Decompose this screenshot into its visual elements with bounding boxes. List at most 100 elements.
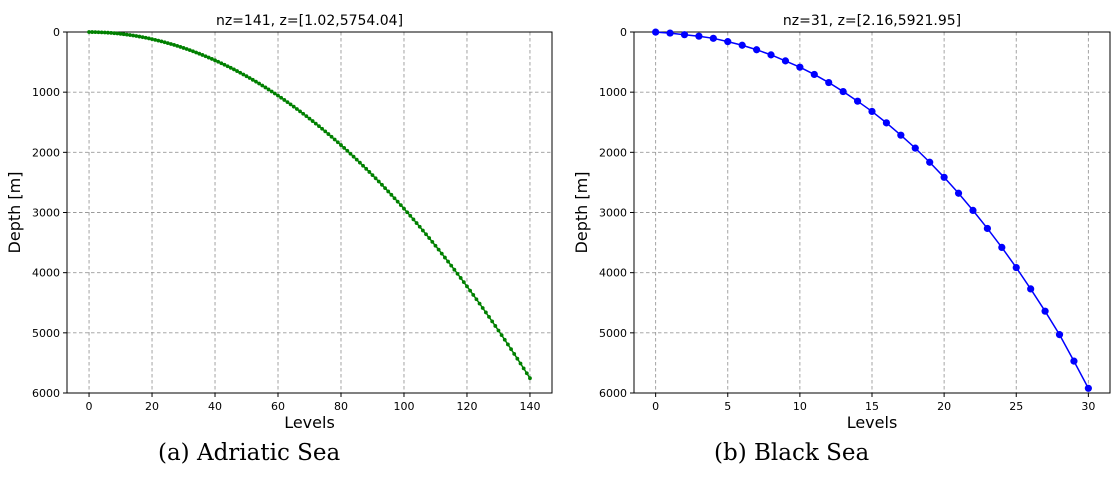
data-point xyxy=(882,119,891,127)
data-point xyxy=(417,224,422,229)
data-point xyxy=(695,32,703,40)
data-point xyxy=(326,132,331,136)
data-point xyxy=(380,182,384,187)
data-point xyxy=(115,31,120,36)
data-point xyxy=(345,148,350,153)
data-point xyxy=(254,79,258,84)
data-point xyxy=(781,57,790,65)
data-point xyxy=(323,129,328,134)
data-point xyxy=(364,166,369,171)
data-point xyxy=(175,44,180,48)
data-point xyxy=(106,30,110,35)
data-point xyxy=(490,319,495,324)
data-point xyxy=(282,98,287,102)
data-point xyxy=(90,30,95,34)
data-point xyxy=(1027,285,1035,293)
data-point xyxy=(128,33,132,37)
data-point xyxy=(238,70,243,75)
data-point xyxy=(518,361,523,366)
data-point xyxy=(753,46,761,54)
data-point xyxy=(392,196,397,201)
data-point xyxy=(225,64,230,69)
data-point xyxy=(666,29,674,37)
data-point xyxy=(395,199,400,204)
data-point xyxy=(471,293,476,297)
data-point xyxy=(446,259,450,264)
data-point xyxy=(213,58,217,63)
data-point xyxy=(521,366,526,371)
data-point xyxy=(187,48,192,53)
data-point xyxy=(146,36,151,41)
data-point xyxy=(433,243,438,248)
data-point xyxy=(361,163,365,168)
data-point xyxy=(150,37,154,42)
data-point xyxy=(335,140,340,145)
chart-title: nz=141, z=[1.02,5754.04] xyxy=(216,13,403,29)
y-tick-label: 0 xyxy=(53,26,60,39)
data-point xyxy=(468,288,473,293)
caption-black-sea: (b) Black Sea xyxy=(714,440,870,466)
data-point xyxy=(295,107,299,111)
data-point xyxy=(266,87,271,92)
data-point xyxy=(515,356,520,361)
data-point xyxy=(291,104,296,109)
data-point xyxy=(1084,384,1092,392)
data-point xyxy=(222,62,227,67)
x-tick-label: 20 xyxy=(937,400,951,413)
data-point xyxy=(209,57,214,61)
data-point xyxy=(480,306,485,310)
x-tick-label: 20 xyxy=(145,400,159,413)
data-point xyxy=(276,93,280,98)
x-axis-label: Levels xyxy=(847,413,898,430)
data-point xyxy=(389,192,394,197)
data-point xyxy=(680,31,689,39)
data-point xyxy=(232,67,236,72)
data-point xyxy=(348,151,353,156)
data-point xyxy=(250,77,255,82)
data-point xyxy=(197,51,202,56)
data-point xyxy=(169,42,173,46)
data-point xyxy=(839,87,847,96)
data-point xyxy=(506,342,510,347)
data-point xyxy=(461,280,466,285)
data-point xyxy=(354,157,359,162)
data-point xyxy=(411,217,416,222)
data-point xyxy=(383,186,387,191)
data-point xyxy=(452,267,457,272)
data-point xyxy=(477,301,482,306)
data-point xyxy=(420,228,425,233)
data-point xyxy=(219,61,224,66)
y-tick-label: 4000 xyxy=(599,267,627,280)
data-point xyxy=(304,114,309,119)
data-point xyxy=(329,134,334,139)
x-tick-label: 15 xyxy=(865,400,879,413)
chart-title: nz=31, z=[2.16,5921.95] xyxy=(783,13,961,29)
y-tick-label: 0 xyxy=(620,26,627,39)
y-tick-label: 6000 xyxy=(599,387,627,400)
data-point xyxy=(465,284,469,289)
data-point xyxy=(156,38,161,43)
data-point xyxy=(342,146,347,150)
data-point xyxy=(118,31,123,36)
y-axis-label: Depth [m] xyxy=(5,172,24,254)
data-point xyxy=(373,176,378,181)
data-point xyxy=(143,35,148,40)
data-point xyxy=(93,30,98,35)
data-point xyxy=(796,63,804,71)
data-point xyxy=(109,31,113,35)
data-point xyxy=(825,78,833,87)
chart-adriatic: 0 20 40 60 80 100 120 140 0 1000 2000 3000 4000 5000 6… xyxy=(5,13,553,430)
data-point xyxy=(112,31,117,36)
chart-black-sea: 0 5 10 15 20 25 30 0 1000 2000 3000 4000 5000 6000 nz=… xyxy=(572,13,1111,430)
data-point xyxy=(1055,331,1064,339)
data-point xyxy=(474,297,479,302)
x-tick-label: 5 xyxy=(724,400,731,413)
x-tick-label: 25 xyxy=(1009,400,1023,413)
data-point xyxy=(427,236,432,240)
data-point xyxy=(228,65,233,70)
data-point xyxy=(524,371,529,376)
data-point xyxy=(137,34,142,39)
data-point xyxy=(140,35,145,40)
data-point xyxy=(443,255,447,260)
figure: 0 20 40 60 80 100 120 1400100020003000400050006… xyxy=(5,13,1111,430)
